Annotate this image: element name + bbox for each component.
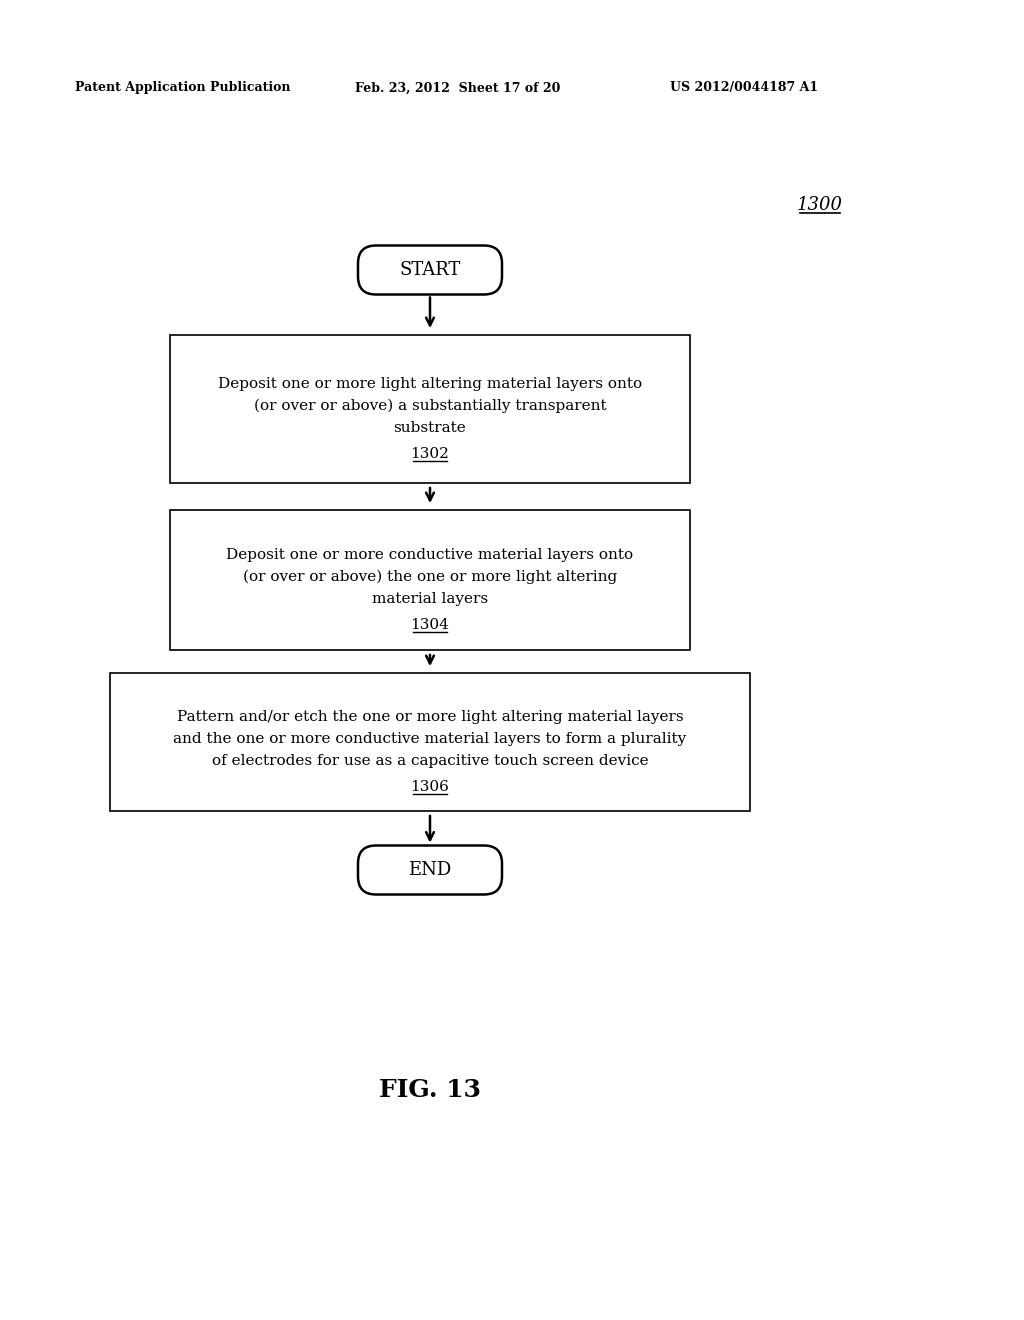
Text: Deposit one or more light altering material layers onto: Deposit one or more light altering mater… (218, 378, 642, 391)
Bar (110, 673, 750, 810)
Text: substrate: substrate (393, 421, 466, 436)
Text: Patent Application Publication: Patent Application Publication (75, 82, 291, 95)
Text: Deposit one or more conductive material layers onto: Deposit one or more conductive material … (226, 548, 634, 562)
Text: of electrodes for use as a capacitive touch screen device: of electrodes for use as a capacitive to… (212, 754, 648, 768)
Bar (170, 335, 690, 483)
Text: END: END (409, 861, 452, 879)
FancyBboxPatch shape (358, 846, 502, 895)
Text: (or over or above) the one or more light altering: (or over or above) the one or more light… (243, 570, 617, 585)
Text: Pattern and/or etch the one or more light altering material layers: Pattern and/or etch the one or more ligh… (177, 710, 683, 723)
FancyBboxPatch shape (358, 246, 502, 294)
Text: FIG. 13: FIG. 13 (379, 1078, 481, 1102)
Text: 1300: 1300 (797, 195, 843, 214)
Text: US 2012/0044187 A1: US 2012/0044187 A1 (670, 82, 818, 95)
Text: 1306: 1306 (411, 780, 450, 795)
Bar (170, 510, 690, 649)
Text: material layers: material layers (372, 591, 488, 606)
Text: START: START (399, 261, 461, 279)
Text: 1302: 1302 (411, 447, 450, 461)
Text: Feb. 23, 2012  Sheet 17 of 20: Feb. 23, 2012 Sheet 17 of 20 (355, 82, 560, 95)
Text: 1304: 1304 (411, 618, 450, 632)
Text: and the one or more conductive material layers to form a plurality: and the one or more conductive material … (173, 733, 687, 746)
Text: (or over or above) a substantially transparent: (or over or above) a substantially trans… (254, 399, 606, 413)
